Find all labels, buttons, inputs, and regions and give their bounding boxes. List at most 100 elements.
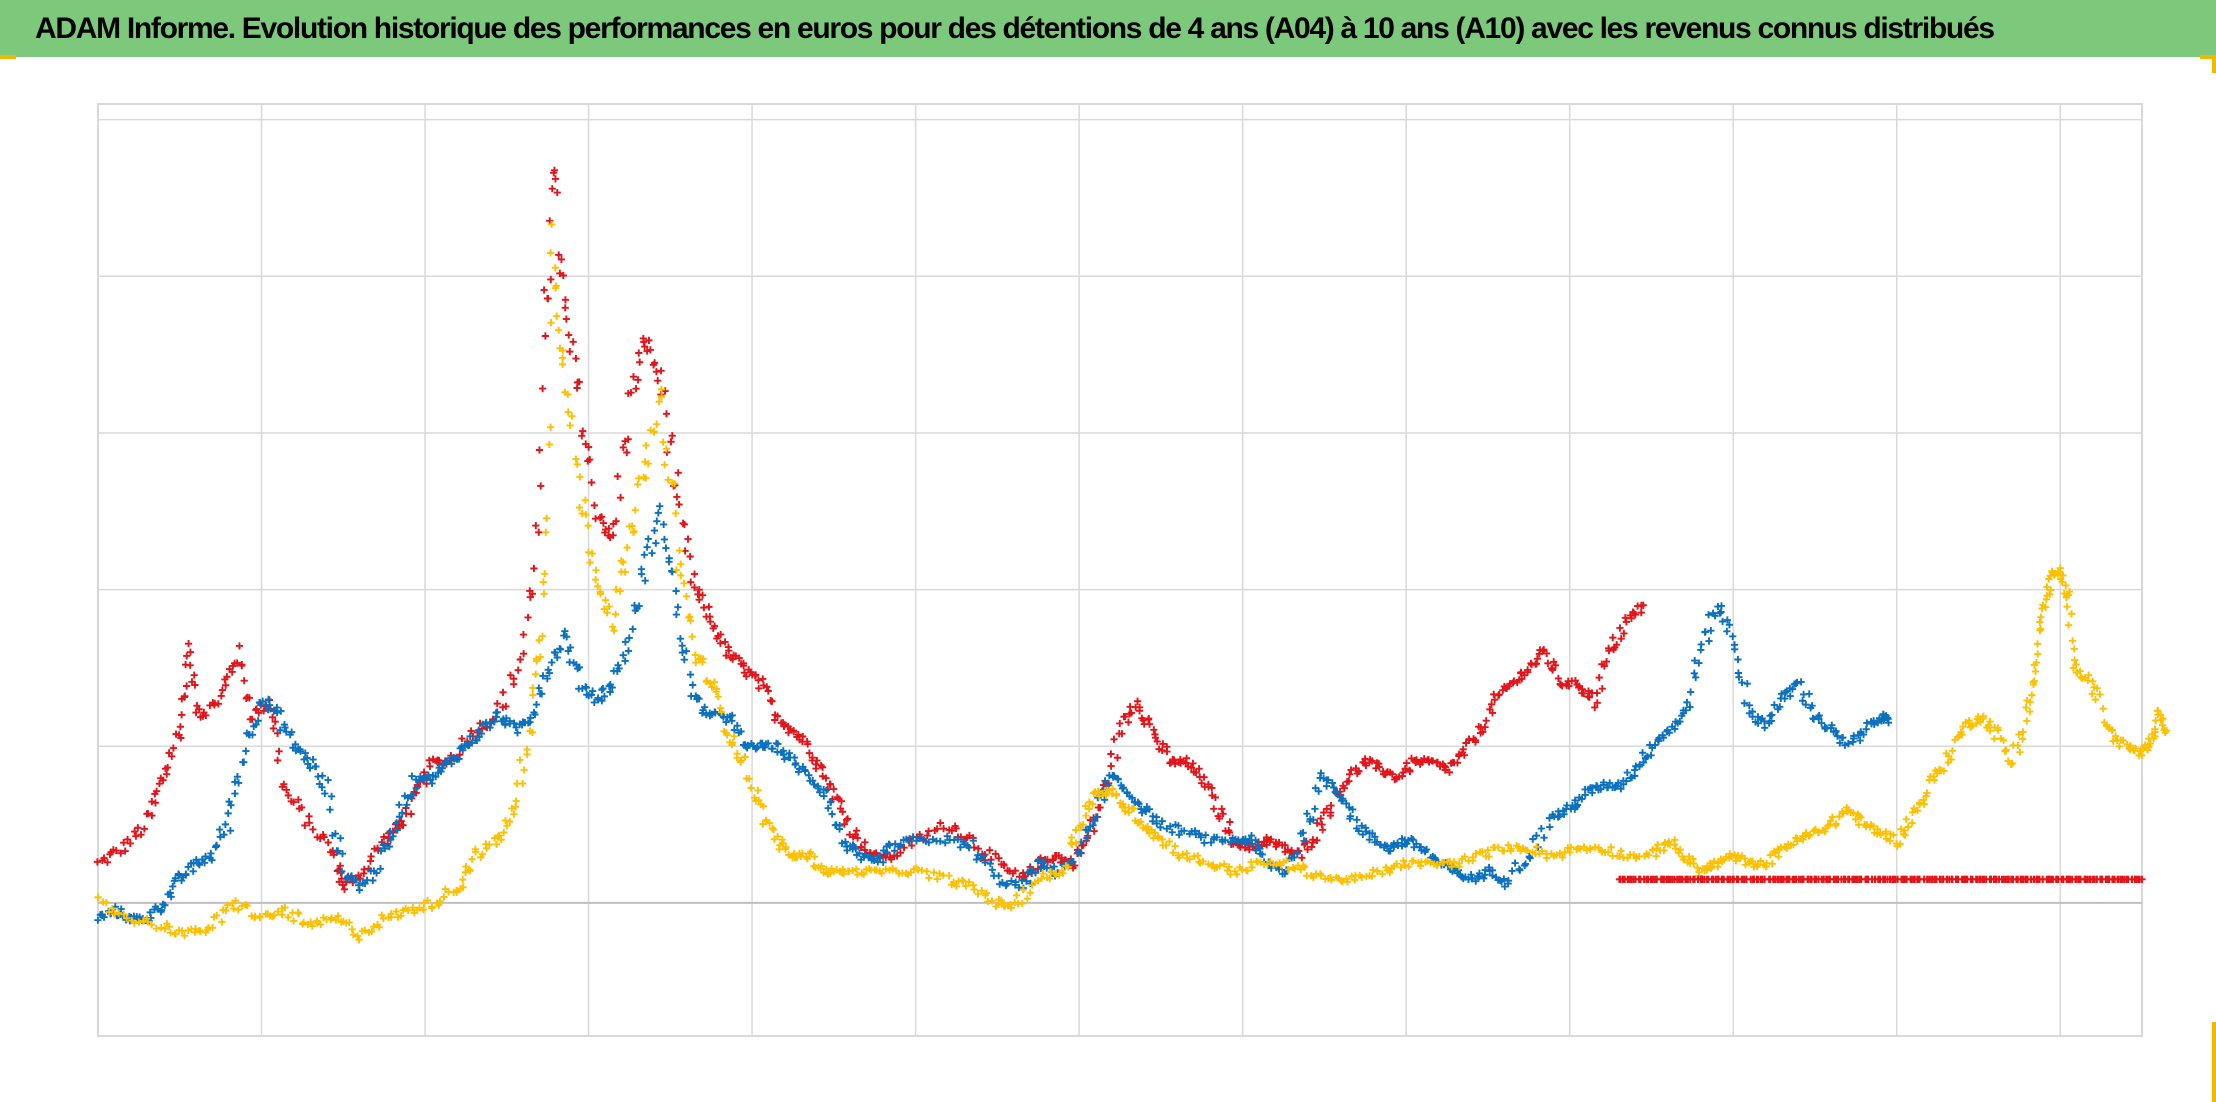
data-point [459,746,467,754]
data-point [103,858,112,866]
data-point [608,623,617,631]
data-point [338,850,347,858]
data-point [673,493,681,501]
data-point [717,708,726,716]
data-point [1238,865,1246,874]
data-point [2093,684,2101,692]
data-point [1768,860,1776,868]
data-point [1617,847,1625,855]
data-point [178,927,186,935]
data-point [1349,805,1357,814]
data-point [2041,603,2050,611]
chart-title-bar: ADAM Informe. Evolution historique des p… [0,0,2216,57]
data-point [1094,787,1102,795]
data-point [1826,817,1835,825]
data-point [1345,777,1353,785]
data-point [161,925,169,933]
data-point [148,811,156,820]
data-point [1159,740,1167,748]
data-point [345,918,353,927]
data-point [360,869,368,878]
data-point [1802,701,1810,709]
data-point [1537,825,1545,833]
data-point [1595,674,1603,682]
data-point [600,605,608,613]
data-point [1170,756,1178,764]
data-point [1369,866,1377,874]
data-point [1104,781,1112,789]
data-point [1778,690,1786,698]
data-point [682,647,690,655]
data-point [843,846,851,855]
data-point [548,185,556,193]
data-point [584,548,593,556]
data-point [820,792,828,800]
data-point [1468,875,1476,883]
data-point [628,522,636,530]
data-point [1151,829,1159,837]
data-point [747,784,755,792]
data-point [1195,765,1203,773]
data-point [1227,838,1235,846]
data-point [659,438,667,446]
data-point [970,885,978,894]
data-point [243,901,251,910]
data-point [268,713,277,721]
data-point [1886,837,1894,845]
data-point [579,427,587,435]
data-point [210,701,218,709]
data-point [1475,869,1483,877]
data-point [605,602,613,611]
data-point [1031,869,1040,877]
data-point [180,932,189,940]
data-point [392,819,401,827]
data-point [1521,860,1530,868]
data-point [2008,759,2016,767]
data-point [1082,812,1090,820]
data-point [551,264,559,272]
data-point [1648,846,1657,854]
data-point [1638,749,1647,757]
data-point [221,820,229,828]
data-point [395,801,403,809]
data-point [566,421,574,430]
data-point [828,810,836,818]
data-point [242,747,250,755]
data-point [1245,846,1253,854]
data-point [1683,698,1691,706]
data-point [667,438,675,446]
data-point [717,630,725,639]
data-point [752,671,760,679]
data-point [520,766,528,774]
data-point [680,656,688,664]
data-point [2071,656,2079,664]
data-point [1855,821,1863,829]
data-point [935,869,944,878]
data-point [531,711,539,719]
data-point [1076,849,1085,857]
data-point [1631,766,1639,774]
data-point [812,764,820,773]
data-point [233,773,241,781]
data-point [615,664,623,673]
data-point [555,251,563,259]
data-point [477,729,486,738]
data-point [135,918,143,926]
data-point [519,631,528,639]
data-point [326,806,334,814]
data-point [969,837,977,845]
data-point [1508,867,1516,875]
data-point [706,613,714,621]
data-point [1496,876,1504,885]
data-point [680,520,689,529]
data-point [1543,649,1551,658]
data-point [415,904,424,912]
data-point [687,578,695,586]
data-point [810,780,818,789]
data-point [100,854,108,862]
data-point [312,762,320,771]
data-point [1019,886,1027,894]
data-point [889,866,897,874]
data-point [348,872,356,880]
data-point [1491,696,1499,704]
